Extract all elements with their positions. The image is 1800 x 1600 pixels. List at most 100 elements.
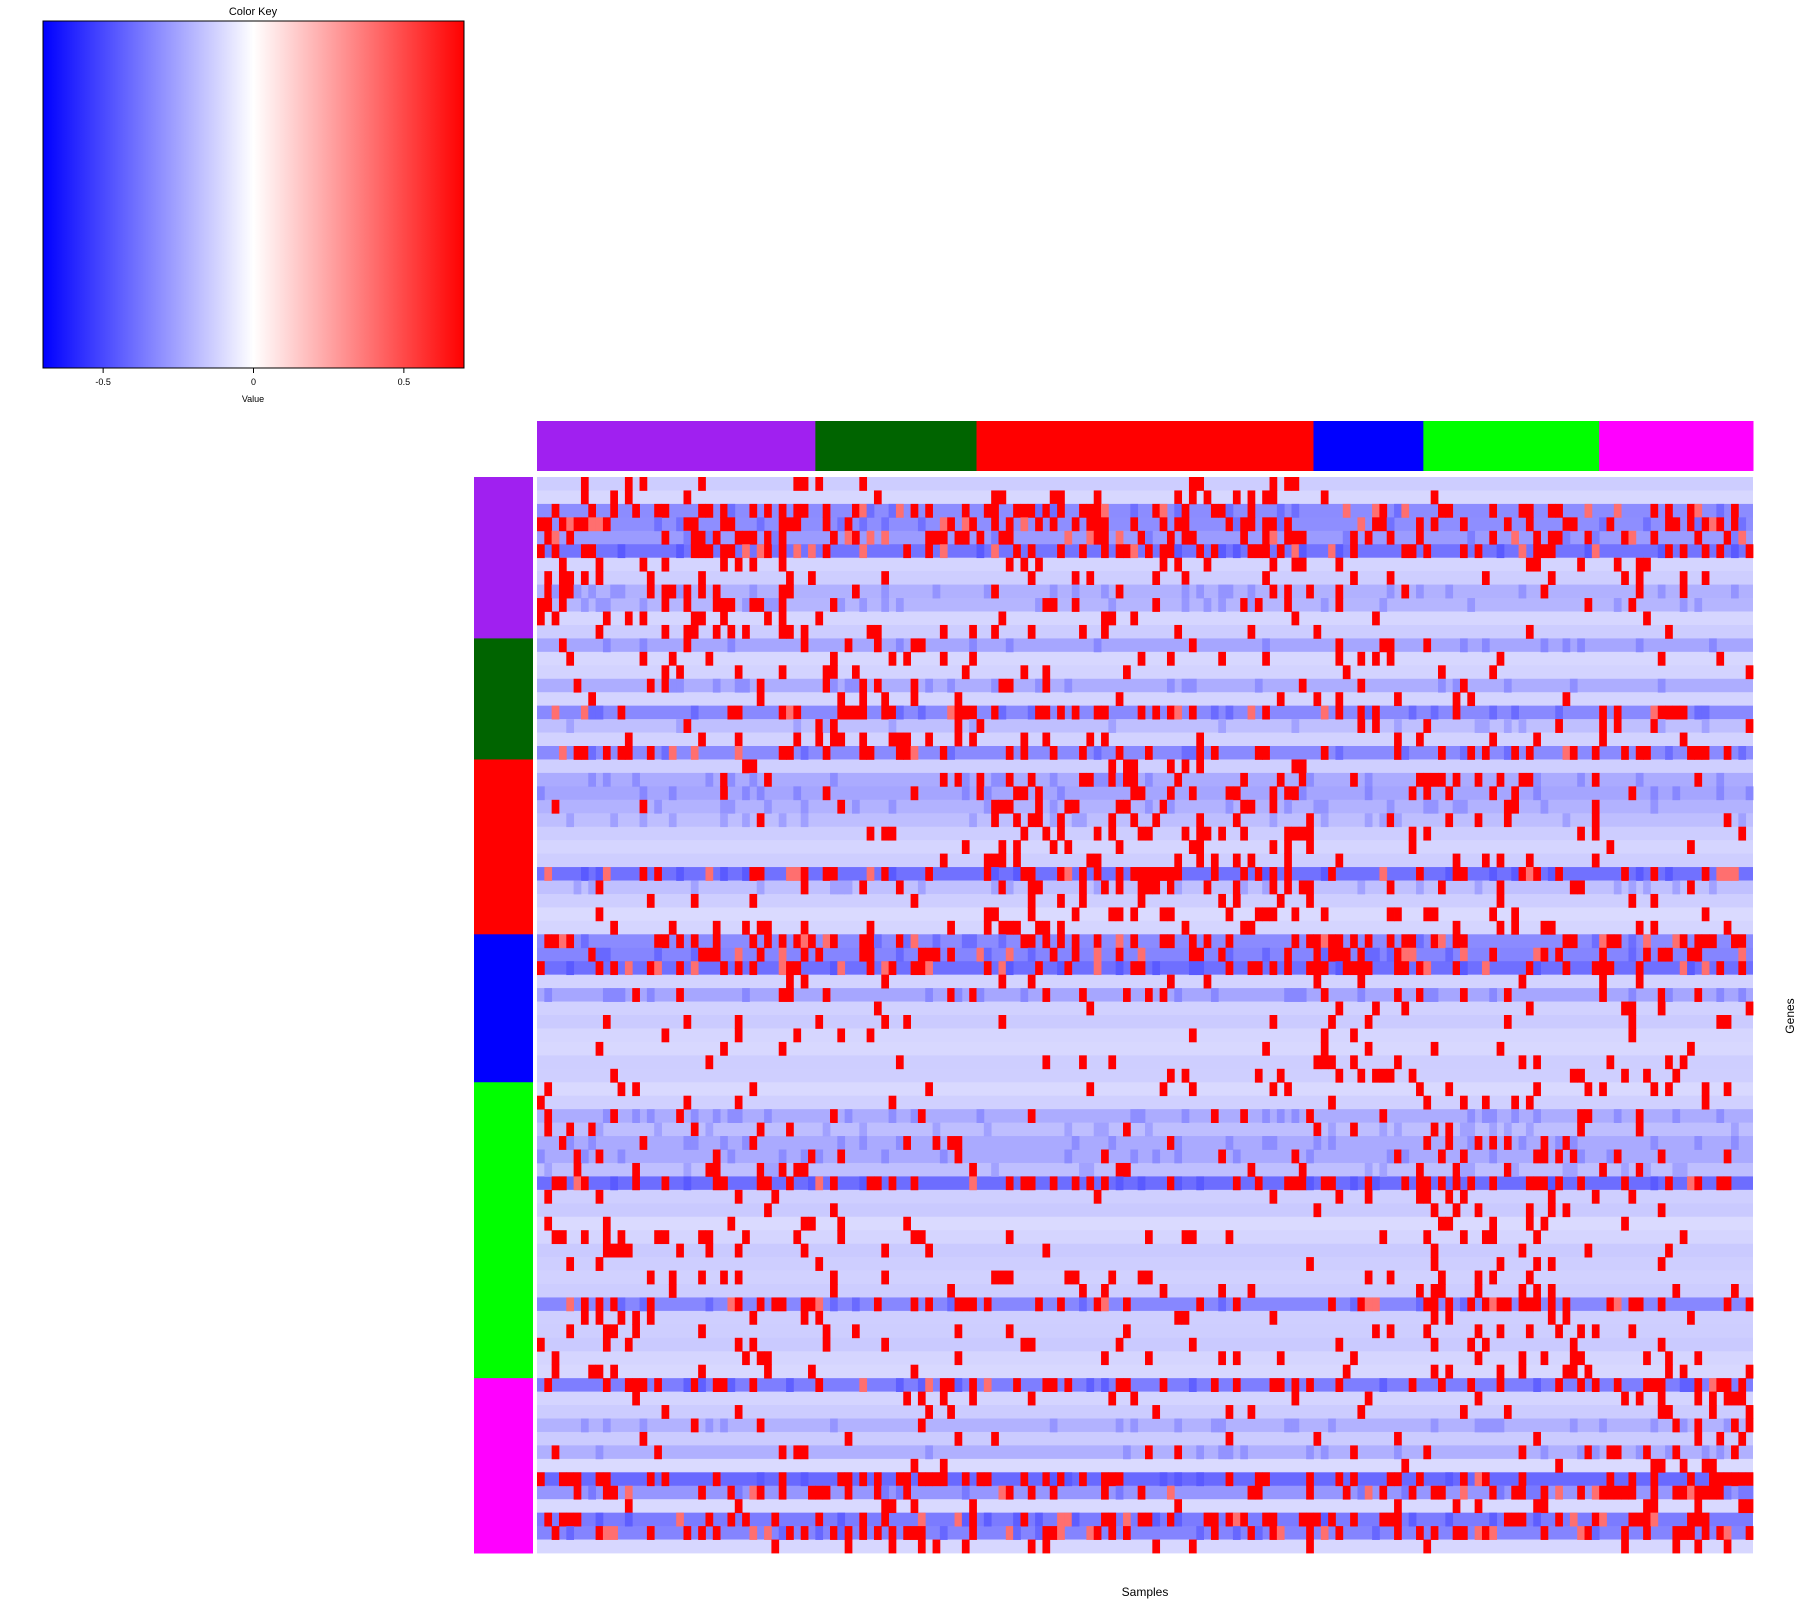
- heatmap-cell: [1079, 746, 1087, 760]
- heatmap-cell: [1357, 880, 1366, 895]
- heatmap-cell: [1716, 1431, 1725, 1446]
- heatmap-cell: [1130, 907, 1139, 922]
- heatmap-cell: [624, 1512, 633, 1527]
- heatmap-cell: [1635, 1162, 1644, 1177]
- heatmap-cell: [1731, 867, 1739, 881]
- heatmap-cell: [690, 544, 699, 559]
- heatmap-cell: [1459, 1230, 1468, 1245]
- heatmap-cell: [815, 1485, 824, 1500]
- heatmap-cell: [1738, 934, 1747, 949]
- heatmap-cell: [1328, 1015, 1336, 1029]
- heatmap-cell: [1042, 678, 1051, 693]
- heatmap-cell: [1232, 893, 1241, 908]
- heatmap-cell: [1328, 1418, 1336, 1433]
- heatmap-cell: [1577, 638, 1585, 653]
- heatmap-cell: [778, 1162, 787, 1177]
- heatmap-cell: [1130, 1418, 1139, 1433]
- heatmap-cell: [1481, 1526, 1490, 1540]
- heatmap-cell: [1694, 772, 1703, 787]
- heatmap-cell: [903, 746, 911, 760]
- heatmap-cell: [837, 732, 846, 747]
- heatmap-cell: [991, 503, 999, 518]
- heatmap-cell: [1101, 1512, 1109, 1527]
- heatmap-cell: [1474, 1418, 1483, 1433]
- heatmap-cell: [602, 611, 611, 626]
- heatmap-cell: [837, 1136, 846, 1150]
- heatmap-cell: [778, 1297, 787, 1312]
- heatmap-cell: [1364, 772, 1373, 787]
- heatmap-cell: [1152, 813, 1161, 828]
- heatmap-cell: [558, 1136, 567, 1150]
- heatmap-cell: [983, 799, 992, 814]
- heatmap-cell: [1093, 1122, 1102, 1137]
- heatmap-cell: [661, 624, 670, 639]
- heatmap-cell: [1716, 544, 1725, 559]
- heatmap-cell: [830, 1297, 838, 1312]
- heatmap-cell: [844, 1539, 853, 1554]
- heatmap-cell: [1555, 947, 1563, 962]
- heatmap-cell: [1643, 611, 1651, 626]
- heatmap-cell: [969, 705, 977, 720]
- heatmap-cell: [873, 1485, 882, 1500]
- heatmap-cell: [1027, 1109, 1036, 1123]
- heatmap-cell: [1196, 732, 1205, 747]
- heatmap-cell: [991, 490, 999, 505]
- heatmap-cell: [646, 1297, 655, 1312]
- heatmap-cell: [1496, 853, 1505, 868]
- heatmap-cell: [1115, 1472, 1124, 1487]
- heatmap-cell: [1086, 853, 1095, 868]
- heatmap-cell: [1057, 826, 1065, 841]
- heatmap-cell: [808, 934, 816, 949]
- heatmap-cell: [720, 611, 728, 626]
- heatmap-cell: [1130, 1149, 1139, 1164]
- heatmap-cell: [1152, 867, 1161, 881]
- heatmap-cell: [1416, 1082, 1424, 1097]
- heatmap-cell: [1569, 678, 1578, 693]
- heatmap-cell: [976, 947, 985, 962]
- heatmap-cell: [617, 705, 626, 720]
- heatmap-cell: [1606, 1445, 1615, 1460]
- heatmap-cell: [800, 947, 809, 962]
- column-group-4: [1313, 421, 1424, 471]
- heatmap-cell: [558, 598, 567, 612]
- heatmap-cell: [1101, 530, 1109, 545]
- heatmap-cell: [1452, 934, 1461, 949]
- heatmap-cell: [910, 638, 919, 653]
- color-key-axis: -0.5 0 0.5: [95, 368, 410, 387]
- heatmap-cell: [1525, 853, 1534, 868]
- heatmap-cell: [1687, 880, 1695, 895]
- heatmap-cell: [1423, 1136, 1432, 1150]
- heatmap-cell: [1254, 544, 1263, 559]
- heatmap-cell: [961, 665, 970, 680]
- heatmap-cell: [1394, 1499, 1402, 1514]
- heatmap-cell: [1269, 880, 1278, 895]
- heatmap-cell: [947, 1405, 955, 1419]
- heatmap-cell: [683, 1162, 692, 1177]
- heatmap-cell: [895, 732, 904, 747]
- heatmap-cell: [851, 799, 860, 814]
- heatmap-cell: [1196, 853, 1205, 868]
- heatmap-cell: [1247, 544, 1256, 559]
- heatmap-cell: [1042, 934, 1051, 949]
- heatmap-cell: [1635, 1109, 1644, 1123]
- heatmap-cell: [1335, 598, 1344, 612]
- heatmap-cell: [1430, 517, 1439, 532]
- heatmap-cell: [1005, 961, 1014, 976]
- heatmap-cell: [1511, 1095, 1519, 1110]
- heatmap-cell: [749, 1310, 758, 1325]
- heatmap-cell: [1320, 598, 1329, 612]
- heatmap-cell: [764, 1162, 772, 1177]
- heatmap-cell: [991, 678, 999, 693]
- heatmap-cell: [1555, 1458, 1563, 1473]
- heatmap-cell: [764, 1203, 772, 1218]
- heatmap-cell: [1555, 1136, 1563, 1150]
- heatmap-cell: [815, 477, 824, 491]
- heatmap-row: [537, 1257, 1753, 1271]
- heatmap-cell: [1364, 1485, 1373, 1500]
- heatmap-cell: [720, 786, 728, 801]
- heatmap-cell: [742, 920, 750, 935]
- heatmap-cell: [580, 598, 589, 612]
- heatmap-cell: [1364, 1391, 1373, 1406]
- heatmap-cell: [830, 1418, 838, 1433]
- heatmap-cell: [1445, 1216, 1454, 1231]
